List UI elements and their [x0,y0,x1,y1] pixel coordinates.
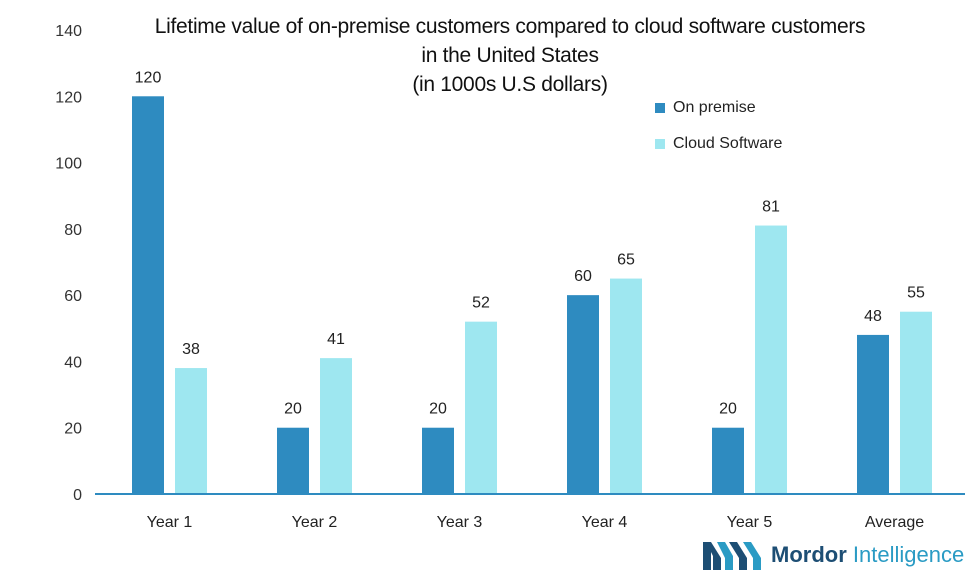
x-tick-label: Average [865,514,924,531]
logo-mark-icon [703,542,761,570]
y-tick-label: 120 [55,89,82,106]
chart-legend: On premise Cloud Software [655,90,782,162]
y-tick-label: 100 [55,156,82,173]
bar [712,427,744,494]
bar [320,358,352,494]
bar [610,278,642,494]
legend-label: On premise [673,99,756,116]
data-label: 52 [472,295,490,312]
data-label: 38 [182,341,200,358]
x-tick-label: Year 5 [727,514,773,531]
legend-label: Cloud Software [673,135,783,152]
x-tick-label: Year 3 [437,514,483,531]
legend-swatch [655,139,665,149]
logo-word-mordor: Mordor [771,542,847,567]
bar [175,368,207,494]
data-label: 20 [429,401,447,418]
bar [900,311,932,494]
data-label: 41 [327,331,345,348]
bar [132,96,164,495]
y-tick-label: 0 [73,487,82,504]
data-label: 55 [907,285,925,302]
logo-word-intelligence: Intelligence [852,542,965,567]
y-tick-label: 60 [64,288,82,305]
data-label: 48 [864,308,882,325]
bar [465,321,497,494]
x-tick-label: Year 1 [147,514,193,531]
data-label: 65 [617,252,635,269]
data-label: 20 [719,401,737,418]
data-label: 20 [284,401,302,418]
chart-title-line: in the United States [421,44,599,67]
chart-title-line: Lifetime value of on-premise customers c… [154,15,866,38]
bar [277,427,309,494]
legend-swatch [655,103,665,113]
legend-item-on-premise: On premise [655,90,782,126]
y-tick-label: 40 [64,354,82,371]
legend-item-cloud-software: Cloud Software [655,126,782,162]
mordor-intelligence-logo: Mordor Intelligence [703,540,964,570]
bar [857,334,889,494]
data-label: 60 [574,268,592,285]
bar [755,225,787,495]
x-tick-label: Year 4 [582,514,628,531]
y-tick-label: 20 [64,421,82,438]
logo-wordmark: Mordor Intelligence [771,542,964,568]
chart-title-line: (in 1000s U.S dollars) [412,73,608,96]
x-tick-label: Year 2 [292,514,338,531]
y-tick-label: 140 [55,23,82,40]
bar [567,295,599,494]
chart-title: Lifetime value of on-premise customers c… [100,12,920,99]
bar [422,427,454,494]
data-label: 120 [135,69,162,86]
y-tick-label: 80 [64,222,82,239]
data-label: 81 [762,199,780,216]
